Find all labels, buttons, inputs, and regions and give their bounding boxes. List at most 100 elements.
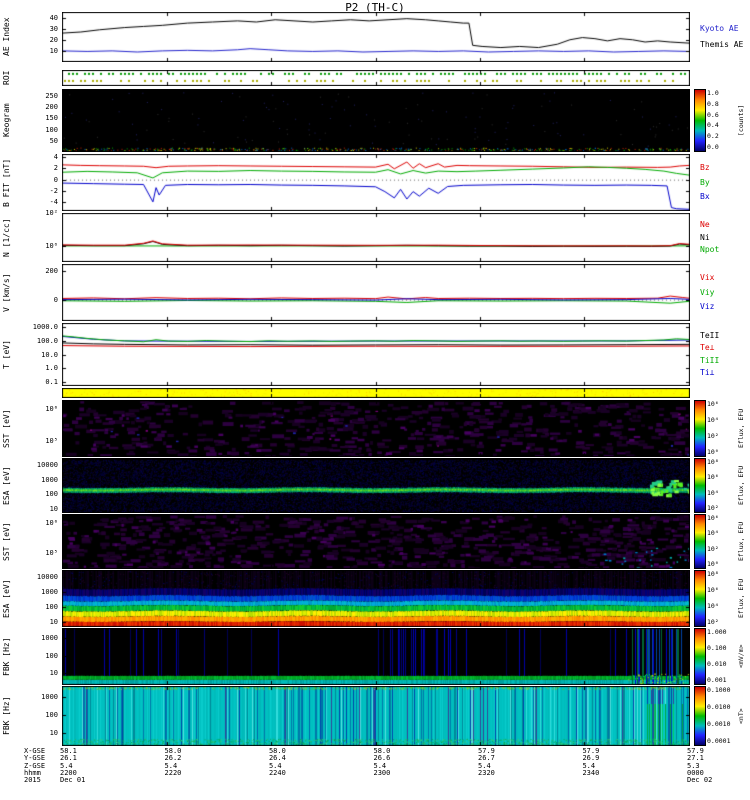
legend-density-Npot: Npot — [700, 244, 720, 254]
ytick-ae-2: 20 — [49, 35, 58, 44]
colorbar-tick-fbk_e-0: 1.000 — [707, 628, 727, 636]
footer-X-GSE-6: 57.9 — [687, 747, 704, 755]
panel-roi — [62, 70, 690, 86]
colorbar-tick-esa_e-0: 10⁸ — [707, 458, 719, 466]
colorbar-tick-keogram-4: 0.2 — [707, 132, 719, 141]
colorbar-tick-keogram-3: 0.4 — [707, 121, 719, 130]
footer-Z-GSE-1: 5.4 — [164, 761, 178, 770]
ytick-temperature-1: 100.0 — [36, 336, 58, 345]
footer-X-GSE-0: 58.1 — [60, 747, 77, 755]
footer-row-label-X-GSE: X-GSE — [24, 747, 46, 755]
ytick-esa_i-0: 10000 — [36, 573, 58, 582]
footer-row-label-hhmm: hhmm — [24, 768, 41, 777]
footer-Y-GSE-2: 26.4 — [268, 754, 286, 763]
colorbar-keogram — [694, 89, 706, 152]
ytick-fbk_e-2: 10 — [49, 668, 58, 677]
footer-Z-GSE-3: 5.4 — [373, 761, 387, 770]
colorbar-tick-keogram-5: 0.0 — [707, 143, 719, 151]
colorbar-tick-fbk_b-1: 0.0100 — [707, 703, 731, 711]
ytick-sst_e-0: 10⁶ — [45, 405, 58, 414]
ytick-keogram-3: 100 — [45, 125, 58, 134]
footer-hhmm-1: 2220 — [164, 768, 182, 777]
legend-temperature-TeII: TeII — [700, 330, 720, 340]
legend-density-Ne: Ne — [700, 220, 710, 230]
colorbar-tick-fbk_e-1: 0.100 — [707, 644, 727, 652]
legend-velocity-Viz: Viz — [700, 301, 715, 311]
ytick-density-1: 10⁰ — [45, 241, 58, 250]
ytick-esa_i-1: 1000 — [41, 588, 58, 597]
ytick-bfit-4: -4 — [49, 198, 58, 207]
ytick-temperature-4: 0.1 — [45, 377, 58, 386]
ytick-fbk_e-1: 100 — [45, 651, 58, 660]
plot-title: P2 (TH-C) — [345, 1, 405, 14]
legend-velocity-Vix: Vix — [700, 273, 715, 283]
colorbar-tick-sst_e-2: 10² — [707, 432, 719, 440]
colorbar-tick-fbk_e-2: 0.010 — [707, 660, 727, 668]
ytick-sst_i-0: 10⁶ — [45, 519, 58, 528]
ytick-keogram-0: 250 — [45, 91, 58, 100]
footer-Z-GSE-4: 5.4 — [478, 761, 491, 770]
colorbar-sst_i — [694, 514, 706, 569]
ytick-esa_e-3: 10 — [49, 504, 58, 513]
colorbar-tick-fbk_b-0: 0.1000 — [707, 686, 731, 694]
ytick-bfit-2: 0 — [53, 175, 58, 184]
panel-temperature — [62, 323, 690, 386]
ytick-ae-0: 40 — [49, 13, 58, 22]
footer-Z-GSE-0: 5.4 — [60, 761, 73, 770]
ytick-esa_e-1: 1000 — [41, 475, 58, 484]
panel-velocity — [62, 264, 690, 321]
colorbar-tick-esa_i-0: 10⁸ — [707, 570, 719, 578]
legend-temperature-Te⊥: Te⊥ — [700, 343, 715, 353]
panel-flagbar — [62, 388, 690, 398]
ytick-fbk_e-0: 1000 — [41, 634, 58, 643]
panel-bfit — [62, 154, 690, 211]
footer-row-label-Z-GSE: Z-GSE — [24, 761, 46, 770]
legend-density-Ni: Ni — [700, 232, 710, 242]
ytick-temperature-0: 1000.0 — [32, 323, 58, 332]
legend-ae-Themis AE: Themis AE — [700, 40, 744, 50]
colorbar-tick-sst_e-1: 10⁴ — [707, 416, 719, 424]
panel-sst_i — [62, 514, 690, 569]
colorbar-tick-fbk_b-3: 0.0001 — [707, 737, 731, 745]
colorbar-tick-fbk_e-3: 0.001 — [707, 676, 727, 684]
footer-hhmm-3: 2300 — [373, 768, 391, 777]
ytick-velocity-0: 200 — [45, 267, 58, 276]
footer-X-GSE-3: 58.0 — [373, 747, 391, 755]
footer-Z-GSE-5: 5.4 — [582, 761, 596, 770]
footer-X-GSE-4: 57.9 — [478, 747, 495, 755]
colorbar-tick-fbk_b-2: 0.0010 — [707, 720, 731, 728]
footer-hhmm-6: 0000 — [687, 768, 704, 777]
footer-2015-6: Dec 02 — [687, 776, 713, 785]
ytick-fbk_b-2: 10 — [49, 729, 58, 738]
colorbar-esa_i — [694, 570, 706, 627]
footer-Y-GSE-0: 26.1 — [60, 754, 77, 763]
panel-esa_e — [62, 458, 690, 513]
colorbar-tick-sst_e-0: 10⁶ — [707, 400, 719, 408]
legend-temperature-Ti⊥: Ti⊥ — [700, 368, 715, 378]
footer-hhmm-5: 2340 — [582, 768, 600, 777]
footer-row-label-2015: 2015 — [24, 776, 41, 785]
panel-sst_e — [62, 400, 690, 457]
colorbar-sst_e — [694, 400, 706, 457]
ytick-sst_e-1: 10⁵ — [45, 436, 58, 445]
footer-Z-GSE-6: 5.3 — [687, 761, 700, 770]
legend-velocity-Viy: Viy — [700, 287, 715, 297]
colorbar-tick-keogram-1: 0.8 — [707, 99, 719, 108]
footer-row-label-Y-GSE: Y-GSE — [24, 754, 46, 763]
legend-ae-Kyoto AE: Kyoto AE — [700, 23, 739, 33]
ytick-temperature-2: 10.0 — [41, 350, 58, 359]
footer-hhmm-2: 2240 — [268, 768, 286, 777]
colorbar-tick-sst_i-0: 10⁶ — [707, 514, 719, 522]
ytick-bfit-0: 4 — [53, 152, 58, 161]
ytick-esa_e-2: 100 — [45, 490, 58, 499]
ytick-density-0: 10² — [45, 209, 58, 217]
colorbar-tick-esa_i-1: 10⁶ — [707, 586, 719, 594]
panel-ae — [62, 12, 690, 62]
panel-density — [62, 213, 690, 262]
ytick-temperature-3: 1.0 — [45, 364, 58, 373]
legend-bfit-Bz: Bz — [700, 163, 710, 173]
colorbar-tick-sst_i-1: 10⁴ — [707, 529, 719, 538]
footer-X-GSE-2: 58.0 — [268, 747, 286, 755]
colorbar-tick-esa_e-2: 10⁴ — [707, 488, 719, 497]
